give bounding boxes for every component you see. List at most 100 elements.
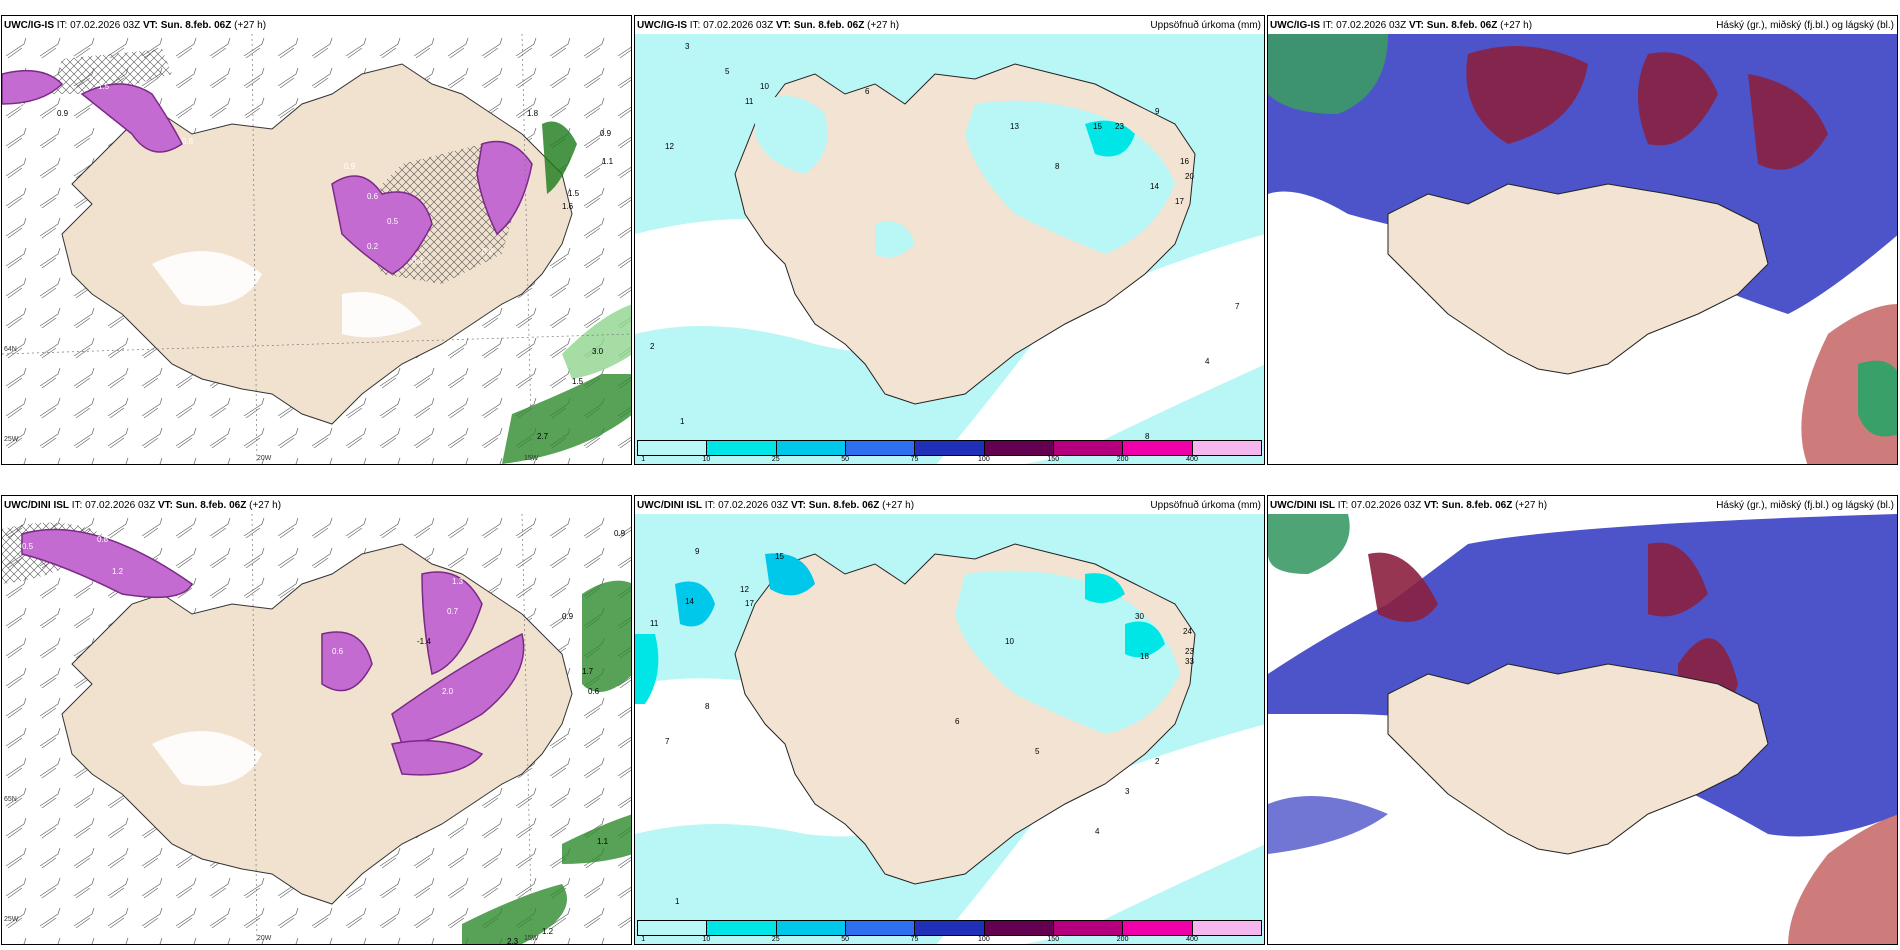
iceland-land: [1387, 663, 1769, 855]
map-panel-precip-top: UWC/IG-IS IT: 07.02.2026 03Z VT: Sun. 8.…: [634, 15, 1265, 465]
marker: 11: [650, 619, 659, 628]
legend-tick: 100: [978, 936, 990, 943]
marker: 7: [1235, 302, 1240, 311]
marker: 18: [1140, 652, 1149, 661]
marker: 0.9: [344, 162, 356, 171]
marker: 3: [1125, 787, 1130, 796]
marker: 24: [1183, 627, 1192, 636]
legend-swatch: [1123, 441, 1193, 455]
legend-swatch: [776, 921, 846, 935]
panel-title: UWC/DINI ISL IT: 07.02.2026 03Z VT: Sun.…: [1270, 500, 1548, 511]
marker: 6: [865, 87, 870, 96]
marker: 17: [745, 599, 754, 608]
legend-tick: 200: [1116, 456, 1129, 463]
marker: 0.9: [562, 612, 574, 621]
marker: 1.3: [452, 577, 464, 586]
marker: 1: [242, 112, 247, 121]
marker: 2: [650, 342, 655, 351]
marker: 14: [685, 597, 694, 606]
panel-right-title: Háský (gr.), miðský (fj.bl.) og lágský (…: [1716, 500, 1894, 511]
marker: 1.2: [542, 927, 554, 936]
legend-tick: 75: [910, 936, 919, 943]
marker: 2.3: [507, 937, 519, 945]
marker: 3: [685, 42, 690, 51]
legend-tick: 25: [771, 936, 780, 943]
marker: 16: [1180, 157, 1189, 166]
map-area[interactable]: 15 14 12 17 11 30 24 23 33 18 8 6 5 4 3 …: [635, 514, 1265, 945]
marker: 0.9: [600, 129, 612, 138]
legend-swatch: [915, 441, 985, 455]
marker: 0.9: [614, 529, 626, 538]
iceland-precip-map[interactable]: 15 14 12 17 11 30 24 23 33 18 8 6 5 4 3 …: [635, 514, 1265, 945]
map-area[interactable]: 0.6 0.3 0.9 1.5 0.8 1 0.9 1.8 0.9 1.1 1.…: [2, 34, 632, 465]
marker: 8: [705, 702, 710, 711]
map-panel-wind-top: UWC/IG-IS IT: 07.02.2026 03Z VT: Sun. 8.…: [1, 15, 632, 465]
legend-tick: 10: [702, 456, 711, 463]
iceland-wind-map[interactable]: 0.6 0.3 0.9 1.5 0.8 1 0.9 1.8 0.9 1.1 1.…: [2, 34, 632, 465]
legend-tick: 75: [910, 456, 919, 463]
panel-right-title: Uppsöfnuð úrkoma (mm): [1150, 20, 1261, 31]
legend-swatch: [1192, 441, 1261, 455]
marker: 0.8: [182, 137, 194, 146]
iceland-land: [1387, 183, 1769, 375]
marker: 0.2: [367, 242, 379, 251]
marker: 0.6: [588, 687, 600, 696]
legend-swatch: [915, 921, 985, 935]
marker: 0.5: [22, 542, 34, 551]
marker: 17: [1175, 197, 1184, 206]
map-panel-clouds-top: UWC/IG-IS IT: 07.02.2026 03Z VT: Sun. 8.…: [1267, 15, 1898, 465]
marker: 0.3: [20, 102, 32, 111]
lat-label: 25W: [4, 436, 19, 443]
map-panel-clouds-bottom: UWC/DINI ISL IT: 07.02.2026 03Z VT: Sun.…: [1267, 495, 1898, 945]
panel-right-title: Uppsöfnuð úrkoma (mm): [1150, 500, 1261, 511]
map-area[interactable]: [1268, 34, 1898, 465]
map-panel-precip-bottom: UWC/DINI ISL IT: 07.02.2026 03Z VT: Sun.…: [634, 495, 1265, 945]
panel-title: UWC/IG-IS IT: 07.02.2026 03Z VT: Sun. 8.…: [1270, 20, 1533, 31]
marker: 14: [1150, 182, 1159, 191]
legend-swatch: [845, 441, 916, 455]
marker: 2: [1155, 757, 1160, 766]
marker: 30: [1135, 612, 1144, 621]
marker: 13: [1010, 122, 1019, 131]
legend-tick: 1: [641, 936, 646, 943]
legend-tick: 10: [702, 936, 711, 943]
legend-tick: 150: [1047, 456, 1060, 463]
legend-swatch: [707, 921, 777, 935]
panel-title: UWC/DINI ISL IT: 07.02.2026 03Z VT: Sun.…: [4, 500, 282, 511]
marker: 4: [1205, 357, 1210, 366]
precip-legend: 1 10 25 50 75 100 150 200 400: [637, 920, 1262, 943]
iceland-clouds-map[interactable]: [1268, 34, 1898, 465]
marker: 0.4: [412, 257, 424, 266]
lat-label: 65N: [4, 796, 17, 803]
marker: 1.6: [562, 202, 574, 211]
marker: 3.0: [592, 347, 604, 356]
panel-title: UWC/IG-IS IT: 07.02.2026 03Z VT: Sun. 8.…: [4, 20, 267, 31]
marker: 10: [760, 82, 769, 91]
map-area[interactable]: [1268, 514, 1898, 945]
iceland-clouds-map[interactable]: [1268, 514, 1898, 945]
map-area[interactable]: 0.5 0.8 1.2 1.3 0.7 0.9 -1.4 0.6 1.7 0.6…: [2, 514, 632, 945]
panel-title: UWC/DINI ISL IT: 07.02.2026 03Z VT: Sun.…: [637, 500, 915, 511]
iceland-precip-map[interactable]: 3 5 10 11 6 12 15 23 13 8 9 14 16 20 17 …: [635, 34, 1265, 465]
marker: 23: [1115, 122, 1124, 131]
legend-tick: 50: [841, 936, 850, 943]
marker: 1: [680, 417, 685, 426]
marker: 0.6: [24, 60, 36, 69]
marker: 2.7: [537, 432, 549, 441]
legend-swatch: [845, 921, 916, 935]
legend-swatch: [1123, 921, 1193, 935]
legend-swatch: [984, 441, 1054, 455]
marker: 15: [1093, 122, 1102, 131]
iceland-wind-map[interactable]: 0.5 0.8 1.2 1.3 0.7 0.9 -1.4 0.6 1.7 0.6…: [2, 514, 632, 945]
marker: 1: [675, 897, 680, 906]
marker: 1.5: [568, 189, 580, 198]
lon-label: 20W: [257, 455, 272, 462]
marker: 23: [1185, 647, 1194, 656]
marker: 11: [745, 97, 754, 106]
marker: 0.8: [97, 535, 109, 544]
map-area[interactable]: 3 5 10 11 6 12 15 23 13 8 9 14 16 20 17 …: [635, 34, 1265, 465]
legend-swatch: [1192, 921, 1261, 935]
legend-tick: 400: [1186, 456, 1198, 463]
legend-swatch: [638, 441, 708, 455]
marker: -1.4: [417, 637, 431, 646]
